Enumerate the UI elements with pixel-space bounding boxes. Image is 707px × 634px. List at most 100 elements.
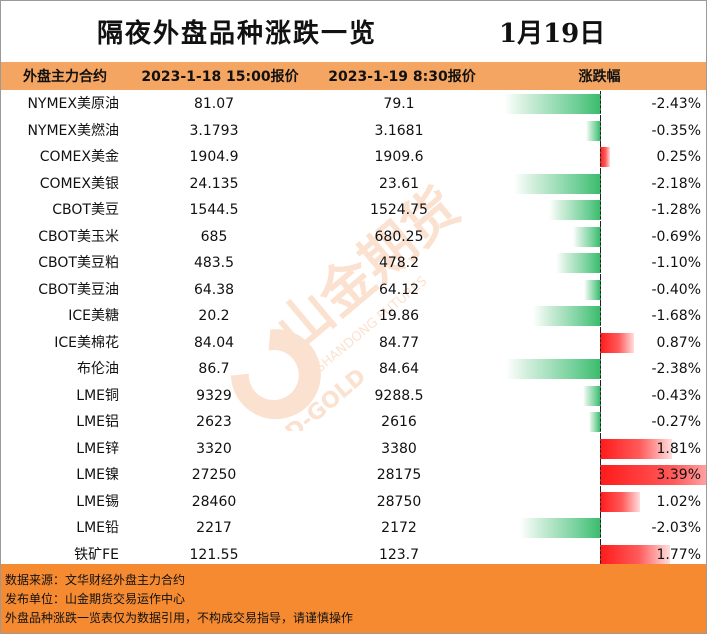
change-cell: -0.69% [497,223,705,250]
change-cell: -1.28% [497,197,705,224]
contract-name: COMEX美银 [39,175,119,192]
page-title: 隔夜外盘品种涨跌一览 [97,19,378,49]
prev-price: 28460 [191,493,237,510]
zero-axis [600,541,601,568]
contract-name: NYMEX美燃油 [27,122,119,139]
zero-axis [600,515,601,542]
change-percent: -2.38% [651,361,701,377]
curr-price: 9288.5 [374,387,424,404]
curr-price: 123.7 [378,546,420,563]
contract-name: CBOT美玉米 [38,228,119,245]
contract-name: LME铜 [76,387,119,404]
prev-price: 24.135 [189,175,239,192]
contract-name: LME铅 [76,520,119,536]
zero-axis [600,170,601,197]
zero-axis [600,276,601,303]
change-bar [600,332,635,353]
table-row: CBOT美豆油 64.38 64.12 -0.40% [1,276,706,303]
zero-axis [600,435,601,462]
change-percent: 1.02% [656,493,701,510]
zero-axis [600,91,601,118]
prev-price: 2623 [196,414,232,430]
contract-name: COMEX美金 [39,149,119,165]
prev-price: 685 [200,228,228,245]
table-row: NYMEX美原油 81.07 79.1 -2.43% [1,91,706,118]
change-percent: -2.03% [651,520,701,536]
footer-source: 数据来源：文华财经外盘主力合约 [5,573,186,587]
table-row: COMEX美银 24.135 23.61 -2.18% [1,170,706,197]
curr-price: 19.86 [378,308,420,324]
zero-axis [600,197,601,224]
table-row: NYMEX美燃油 3.1793 3.1681 -0.35% [1,117,706,144]
prev-price: 121.55 [189,546,239,563]
table-row: LME锌 3320 3380 1.81% [1,435,706,462]
curr-price: 79.1 [383,96,415,112]
prev-price: 20.2 [198,308,230,324]
footer-disclaimer: 外盘品种涨跌一览表仅为数据引用，不构成交易指导，请谨慎操作 [5,611,354,625]
table-row: 铁矿FE 121.55 123.7 1.77% [1,541,706,568]
change-cell: -1.10% [497,250,705,277]
change-bar [505,359,601,379]
change-cell: -0.35% [497,117,705,144]
header-curr-price: 2023-1-19 8:30报价 [328,69,476,85]
change-percent: 0.87% [656,334,701,351]
contract-name: LME镍 [76,467,119,483]
prev-price: 81.07 [193,96,235,112]
prev-price: 84.04 [193,334,235,351]
table-row: CBOT美玉米 685 680.25 -0.69% [1,223,706,250]
title-bar: 隔夜外盘品种涨跌一览 1月19日 [1,1,706,61]
change-cell: 1.02% [497,488,705,515]
change-percent: -2.18% [651,175,701,192]
curr-price: 28750 [376,493,422,510]
change-bar [600,147,610,167]
curr-price: 23.61 [378,175,420,192]
table-row: CBOT美豆粕 483.5 478.2 -1.10% [1,250,706,277]
curr-price: 64.12 [378,281,420,298]
zero-axis [600,303,601,330]
table-header: 外盘主力合约 2023-1-18 15:00报价 2023-1-19 8:30报… [1,62,706,90]
change-percent: -1.68% [651,308,701,324]
prev-price: 86.7 [198,361,230,377]
curr-price: 478.2 [378,255,420,271]
zero-axis [600,144,601,171]
change-bar [582,385,601,406]
contract-name: LME锌 [76,440,119,457]
prev-price: 2217 [196,520,232,536]
change-bar [513,173,601,194]
change-bar [600,491,641,512]
header-change: 涨跌幅 [578,69,621,85]
change-bar [586,120,601,141]
prev-price: 3320 [196,440,232,457]
change-percent: -1.28% [651,202,701,218]
curr-price: 28175 [376,467,422,483]
curr-price: 2616 [381,414,417,430]
change-bar [519,518,601,538]
change-percent: 1.81% [656,440,701,457]
contract-name: CBOT美豆粕 [38,255,119,271]
table-body: NYMEX美原油 81.07 79.1 -2.43% NYMEX美燃油 3.1793 3.1… [1,91,706,568]
curr-price: 2172 [381,520,417,536]
table-row: ICE美棉花 84.04 84.77 0.87% [1,329,706,356]
change-cell: -2.43% [497,91,705,118]
change-bar [600,465,706,485]
footer: 数据来源：文华财经外盘主力合约 发布单位：山金期货交易运作中心 外盘品种涨跌一览… [1,564,706,633]
change-bar [584,279,601,300]
change-cell: 0.25% [497,144,705,171]
prev-price: 1904.9 [189,149,239,165]
zero-axis [600,117,601,144]
change-cell: 3.39% [497,462,706,489]
contract-name: LME锡 [76,493,119,510]
curr-price: 1524.75 [370,202,428,218]
curr-price: 680.25 [374,228,424,245]
contract-name: LME铝 [76,414,119,430]
curr-price: 84.64 [378,361,420,377]
change-percent: -0.69% [651,228,701,245]
contract-name: CBOT美豆油 [38,281,119,298]
change-percent: -0.40% [651,281,701,298]
change-bar [533,306,601,326]
contract-name: 布伦油 [77,361,119,377]
change-bar [572,226,601,247]
change-percent: 1.77% [656,546,701,563]
contract-name: ICE美糖 [68,308,119,324]
